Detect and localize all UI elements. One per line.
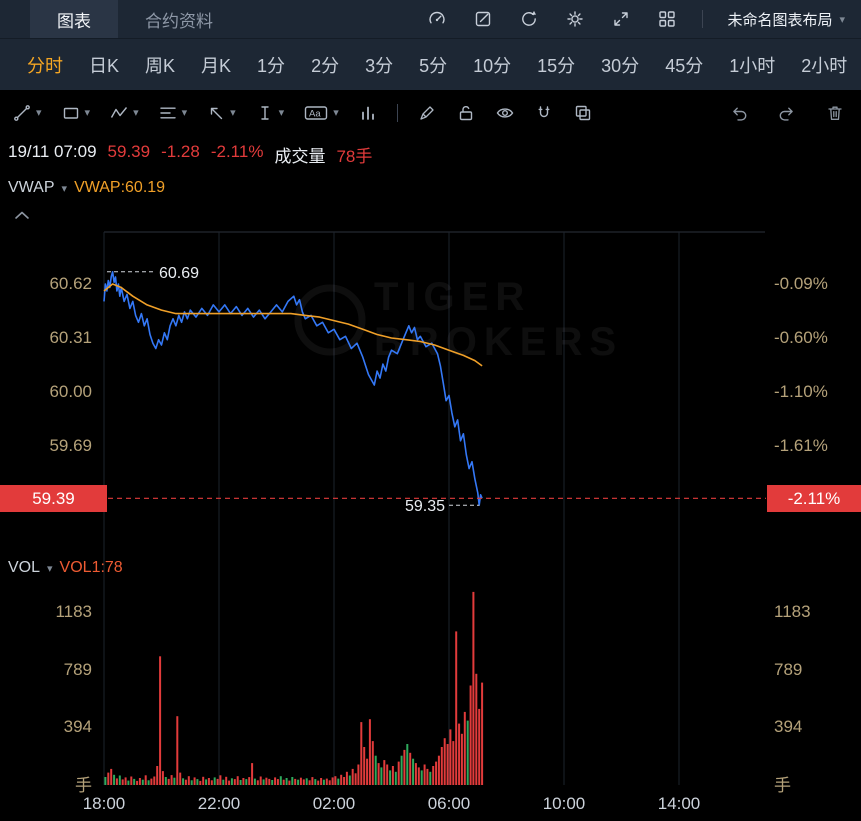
timeframe-button[interactable]: 1小时	[729, 55, 776, 76]
vwap-indicator-row: VWAP ▾ VWAP:60.19	[8, 179, 165, 197]
brush-icon[interactable]	[417, 103, 437, 123]
timeframe-button[interactable]: 1分	[257, 55, 286, 76]
divider	[396, 103, 398, 122]
svg-text:BROKERS: BROKERS	[374, 320, 623, 364]
chevron-down-icon: ▾	[839, 13, 845, 26]
timeframe-bar: 分时 日K 周K 月K 1分 2分 3分 5分 10分 15分 30分 45分 …	[0, 38, 861, 90]
timeframe-button[interactable]: 2小时	[801, 55, 848, 76]
shape-rect-tool[interactable]: ▾	[61, 103, 91, 123]
quote-volume-label: 成交量	[274, 147, 326, 166]
svg-text:60.69: 60.69	[159, 265, 199, 282]
chevron-down-icon: ▾	[133, 107, 139, 119]
indicator-columns-icon[interactable]	[358, 103, 378, 123]
quote-change-pct: -2.11%	[210, 142, 264, 161]
timeframe-button[interactable]: 分时	[27, 55, 63, 76]
text-cursor-tool[interactable]: ▾	[255, 103, 285, 123]
drawing-tools: ▾ ▾ ▾ ▾ ▾ ▾ Aa ▾	[12, 103, 593, 123]
edit-icon[interactable]	[472, 8, 494, 30]
vwap-value: VWAP:60.19	[74, 179, 166, 196]
layout-menu-label: 未命名图表布局	[727, 11, 833, 29]
layout-grid-icon[interactable]	[656, 8, 678, 30]
unlock-icon[interactable]	[456, 103, 476, 123]
topbar-actions: 未命名图表布局 ▾	[426, 0, 861, 38]
chevron-down-icon: ▾	[36, 107, 42, 119]
gauge-icon[interactable]	[426, 8, 448, 30]
chart-layout-menu[interactable]: 未命名图表布局 ▾	[727, 9, 845, 30]
quote-change: -1.28	[161, 142, 200, 161]
history-tools	[729, 103, 849, 123]
fib-lines-tool[interactable]: ▾	[158, 103, 188, 123]
chevron-down-icon: ▾	[181, 107, 188, 119]
trash-icon[interactable]	[825, 103, 845, 123]
timeframe-button[interactable]: 日K	[89, 55, 120, 76]
wave-pattern-tool[interactable]: ▾	[109, 103, 139, 123]
timeframe-button[interactable]: 5分	[419, 55, 448, 76]
fullscreen-icon[interactable]	[610, 8, 632, 30]
timeframe-button[interactable]: 3分	[365, 55, 394, 76]
vol-indicator-row: VOL ▾ VOL1:78	[8, 559, 123, 577]
tab-contract-info[interactable]: 合约资料	[145, 11, 213, 31]
redo-icon[interactable]	[777, 103, 797, 123]
duplicate-icon[interactable]	[573, 103, 593, 123]
timeframe-button[interactable]: 月K	[201, 55, 232, 76]
settings-gear-icon[interactable]	[564, 8, 586, 30]
tab-chart[interactable]: 图表	[30, 0, 118, 38]
timeframe-button[interactable]: 10分	[473, 55, 512, 76]
cursor-arrow-tool[interactable]: ▾	[206, 103, 236, 123]
quote-price: 59.39	[107, 142, 151, 161]
quote-volume-value: 78手	[336, 147, 373, 166]
undo-icon[interactable]	[729, 103, 749, 123]
svg-text:59.35: 59.35	[405, 498, 445, 515]
timeframe-button[interactable]: 周K	[145, 55, 176, 76]
top-bar: 图表 合约资料 未命名图表布局 ▾	[0, 0, 861, 38]
timeframe-button[interactable]: 30分	[601, 55, 640, 76]
quote-info-row: 19/11 07:09 59.39 -1.28 -2.11% 成交量 78手	[8, 142, 372, 167]
vol-value: VOL1:78	[59, 559, 123, 576]
chevron-down-icon: ▾	[278, 107, 285, 119]
trend-line-tool[interactable]: ▾	[12, 103, 42, 123]
svg-text:TIGER: TIGER	[374, 275, 531, 319]
eye-icon[interactable]	[495, 103, 515, 123]
text-style-tool[interactable]: Aa ▾	[303, 103, 339, 123]
collapse-pane-button[interactable]	[14, 207, 30, 225]
divider	[702, 10, 704, 28]
timeframe-button[interactable]: 2分	[311, 55, 340, 76]
chevron-down-icon: ▾	[84, 107, 91, 119]
chevron-down-icon: ▾	[61, 182, 68, 195]
refresh-icon[interactable]	[518, 8, 540, 30]
top-tabs: 图表 合约资料	[30, 0, 240, 38]
vwap-label[interactable]: VWAP	[8, 179, 55, 196]
timeframe-button[interactable]: 15分	[537, 55, 576, 76]
chevron-up-icon	[15, 211, 29, 219]
drawing-toolbar: ▾ ▾ ▾ ▾ ▾ ▾ Aa ▾	[0, 90, 861, 135]
chart-area[interactable]: TIGER BROKERS 60.69 59.35 60.62 -0.09% 60.31-…	[0, 135, 861, 821]
vol-label[interactable]: VOL	[8, 559, 41, 576]
chevron-down-icon: ▾	[333, 107, 339, 119]
chevron-down-icon: ▾	[230, 107, 236, 119]
timeframe-button[interactable]: 45分	[665, 55, 704, 76]
svg-text:Aa: Aa	[309, 108, 321, 119]
quote-datetime: 19/11 07:09	[8, 142, 97, 161]
magnet-icon[interactable]	[534, 103, 554, 123]
chevron-down-icon: ▾	[47, 562, 53, 575]
